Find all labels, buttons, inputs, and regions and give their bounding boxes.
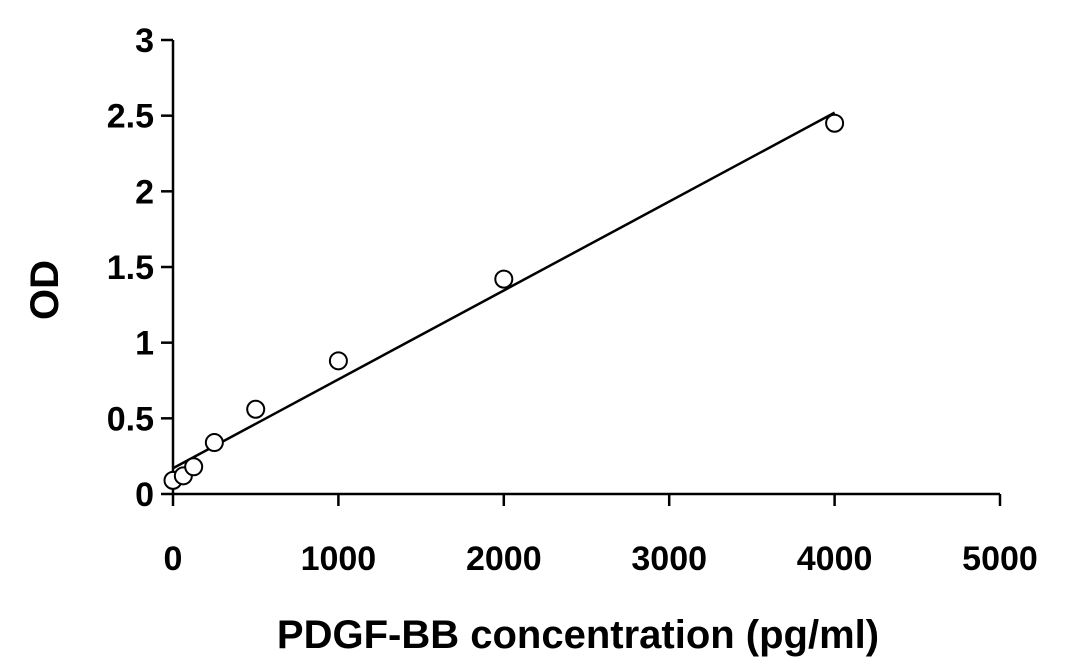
y-tick-label: 2.5 bbox=[107, 98, 154, 136]
x-tick-label: 1000 bbox=[301, 540, 377, 578]
x-axis-title: PDGF-BB concentration (pg/ml) bbox=[277, 613, 879, 657]
data-point bbox=[825, 113, 845, 133]
y-tick-label: 1.5 bbox=[107, 249, 154, 287]
x-tick-label: 0 bbox=[164, 540, 183, 578]
y-tick-label: 1 bbox=[135, 325, 154, 363]
y-tick-label: 3 bbox=[135, 22, 154, 60]
y-tick-label: 0 bbox=[135, 476, 154, 514]
y-tick-label: 0.5 bbox=[107, 400, 154, 438]
data-point bbox=[328, 351, 348, 371]
x-tick-label: 5000 bbox=[962, 540, 1038, 578]
trendline bbox=[172, 111, 836, 470]
axes bbox=[171, 40, 1000, 496]
data-points bbox=[163, 113, 845, 490]
data-point bbox=[204, 433, 224, 453]
x-tick-label: 3000 bbox=[631, 540, 707, 578]
trendline-group bbox=[172, 111, 836, 470]
data-point bbox=[184, 457, 204, 477]
data-point bbox=[494, 269, 514, 289]
data-point bbox=[246, 399, 266, 419]
y-tick-label: 2 bbox=[135, 173, 154, 211]
ticks: 0 0.5 1 1.5 2 2.5 3 0 1000 2000 3000 4000 5000 bbox=[107, 22, 1038, 578]
y-axis-title: OD bbox=[23, 260, 67, 320]
x-tick-label: 4000 bbox=[797, 540, 873, 578]
x-tick-label: 2000 bbox=[466, 540, 542, 578]
